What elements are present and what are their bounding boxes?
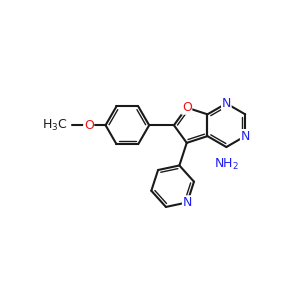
Text: N: N <box>182 196 192 209</box>
Text: N: N <box>241 130 250 142</box>
Text: O: O <box>84 119 94 132</box>
Text: H$_3$C: H$_3$C <box>42 118 68 133</box>
Text: O: O <box>182 101 192 114</box>
Text: N: N <box>222 97 231 110</box>
Text: NH$_2$: NH$_2$ <box>214 157 239 172</box>
